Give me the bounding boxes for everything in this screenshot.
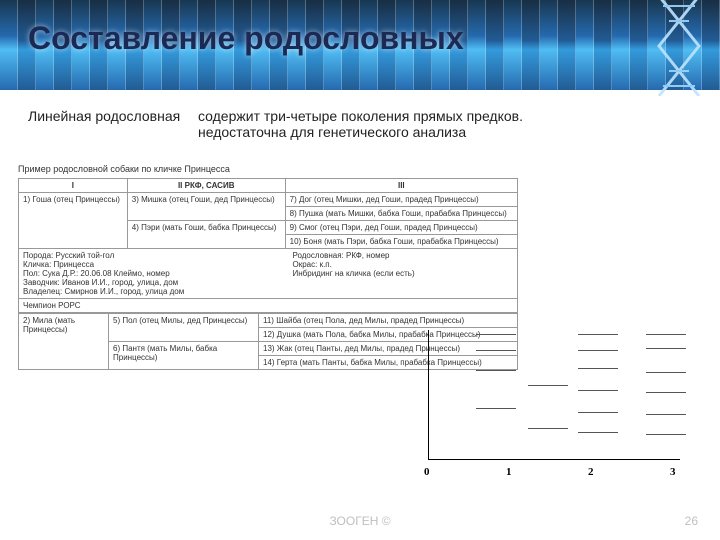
chart-dash: [578, 390, 618, 391]
x-label-2: 2: [588, 466, 594, 478]
info-sex: Пол: Сука Д.Р.: 20.06.08 Клеймо, номер: [23, 269, 293, 278]
chart-dash: [476, 370, 516, 371]
x-label-0: 0: [424, 466, 430, 478]
subtitle-right-line2: недостаточна для генетического анализа: [198, 124, 678, 140]
col-header-3: III: [285, 179, 517, 193]
dog-info-block: Порода: Русский той-гол Кличка: Принцесс…: [18, 249, 518, 299]
info-inbreeding: Инбридинг на кличка (если есть): [293, 269, 514, 278]
footer-copyright: ЗООГЕН ©: [0, 514, 720, 528]
chart-dash: [528, 428, 568, 429]
info-pedigree: Родословная: РКФ, номер: [293, 251, 514, 260]
cell-gen2-mishka: 3) Мишка (отец Гоши, дед Принцессы): [127, 193, 285, 221]
col-header-2: II РКФ, САСИВ: [127, 179, 285, 193]
subtitle-left: Линейная родословная: [28, 108, 198, 140]
chart-dash: [578, 412, 618, 413]
dna-helix-icon: [644, 0, 714, 96]
info-owner: Владелец: Смирнов И.И., город, улица дом: [23, 287, 293, 296]
chart-dash: [646, 392, 686, 393]
info-name: Кличка: Принцесса: [23, 260, 293, 269]
chart-dash: [476, 350, 516, 351]
chart-dash: [476, 334, 516, 335]
page-number: 26: [685, 514, 698, 528]
header-band: Составление родословных: [0, 0, 720, 90]
info-breed: Порода: Русский той-гол: [23, 251, 293, 260]
generation-chart: 0 1 2 3: [410, 330, 700, 480]
chart-dash: [578, 334, 618, 335]
cell-gen3-pushka: 8) Пушка (мать Мишки, бабка Гоши, прабаб…: [285, 207, 517, 221]
chart-dash: [646, 372, 686, 373]
info-color: Окрас: к.п.: [293, 260, 514, 269]
x-label-3: 3: [670, 466, 676, 478]
col-header-1: I: [19, 179, 128, 193]
pedigree-caption: Пример родословной собаки по кличке Прин…: [18, 164, 518, 174]
cell-gen3-shaiba: 11) Шайба (отец Пола, дед Милы, прадед П…: [259, 314, 518, 328]
cell-gen1-mother: 2) Мила (мать Принцессы): [19, 314, 109, 370]
chart-x-axis: [428, 459, 680, 460]
x-label-1: 1: [506, 466, 512, 478]
cell-gen1-father: 1) Гоша (отец Принцессы): [19, 193, 128, 249]
cell-gen2-pantya: 6) Пантя (мать Милы, бабка Принцессы): [109, 342, 259, 370]
chart-dash: [646, 434, 686, 435]
pedigree-table: I II РКФ, САСИВ III 1) Гоша (отец Принце…: [18, 178, 518, 249]
chart-dash: [578, 350, 618, 351]
page-title: Составление родословных: [28, 20, 464, 57]
cell-gen3-smog: 9) Смог (отец Пэри, дед Гоши, прадед При…: [285, 221, 517, 235]
subtitle-right-line1: содержит три-четыре поколения прямых пре…: [198, 108, 678, 124]
cell-gen2-pol: 5) Пол (отец Милы, дед Принцессы): [109, 314, 259, 342]
cell-gen3-bonya: 10) Боня (мать Пэри, бабка Гоши, прабабк…: [285, 235, 517, 249]
chart-dash: [476, 408, 516, 409]
chart-y-axis: [428, 330, 429, 460]
chart-dash: [578, 368, 618, 369]
cell-gen3-dog: 7) Дог (отец Мишки, дед Гоши, прадед При…: [285, 193, 517, 207]
cell-gen2-peri: 4) Пэри (мать Гоши, бабка Принцессы): [127, 221, 285, 249]
chart-dash: [646, 334, 686, 335]
info-breeder: Заводчик: Иванов И.И., город, улица, дом: [23, 278, 293, 287]
subtitle-row: Линейная родословная содержит три-четыре…: [28, 108, 678, 140]
chart-dash: [646, 414, 686, 415]
vpp-block: Чемпион РОРС: [18, 299, 518, 313]
chart-dash: [578, 432, 618, 433]
subtitle-right: содержит три-четыре поколения прямых пре…: [198, 108, 678, 140]
chart-dash: [646, 348, 686, 349]
chart-dash: [528, 385, 568, 386]
